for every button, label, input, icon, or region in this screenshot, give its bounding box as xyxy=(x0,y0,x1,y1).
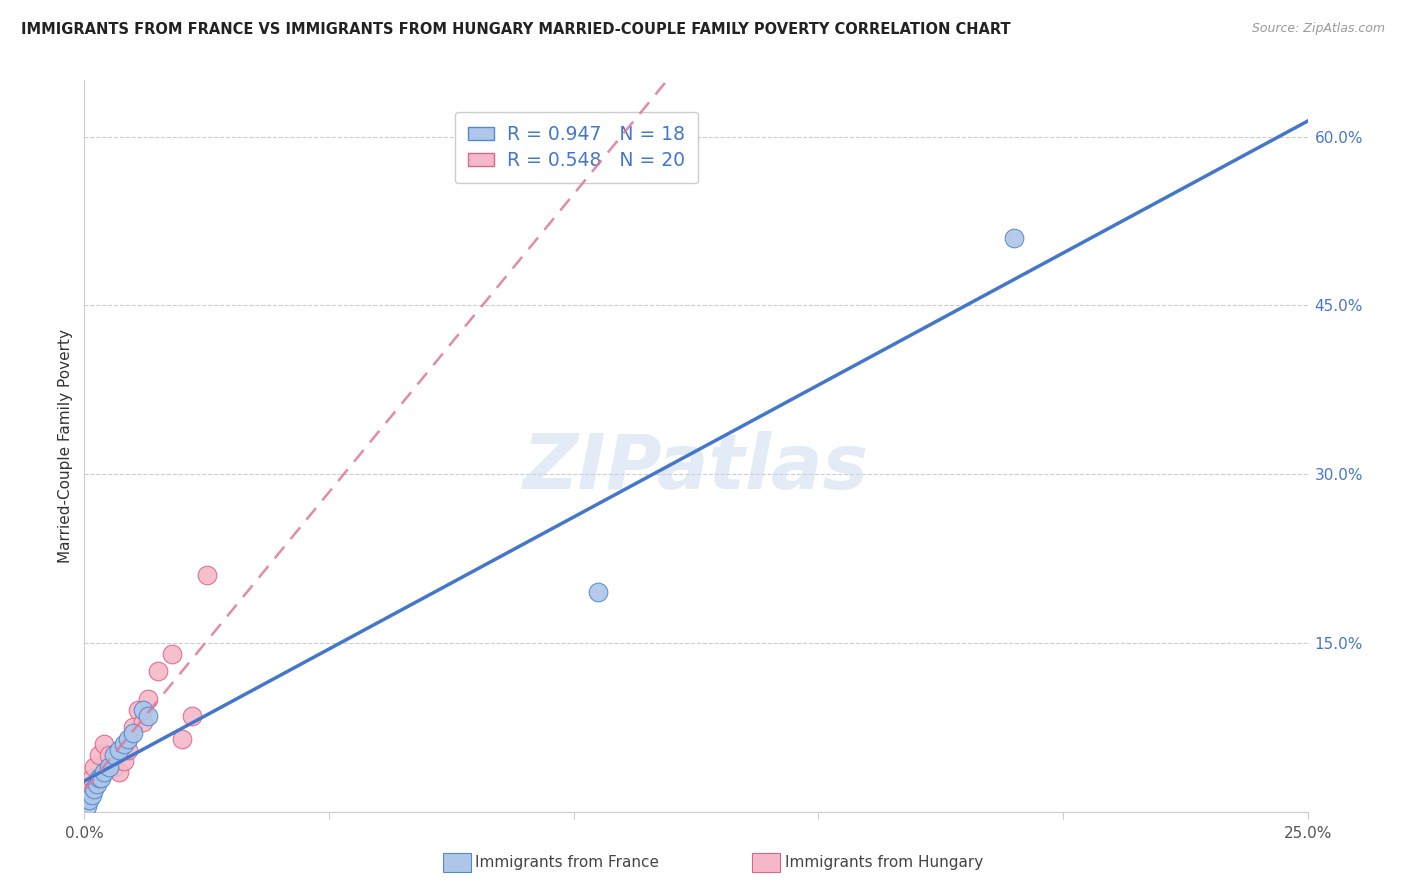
Point xyxy=(93,737,115,751)
Point xyxy=(122,720,145,734)
Point xyxy=(132,714,155,729)
Point xyxy=(127,703,149,717)
Point xyxy=(83,760,105,774)
Point xyxy=(97,748,120,763)
Point xyxy=(136,709,159,723)
Point xyxy=(117,743,139,757)
Point xyxy=(80,771,103,785)
Point xyxy=(97,760,120,774)
Point xyxy=(112,754,135,768)
Point xyxy=(86,776,108,790)
Legend: R = 0.947   N = 18, R = 0.548   N = 20: R = 0.947 N = 18, R = 0.548 N = 20 xyxy=(454,112,699,184)
Text: Source: ZipAtlas.com: Source: ZipAtlas.com xyxy=(1251,22,1385,36)
Point xyxy=(77,782,100,797)
Point xyxy=(122,726,145,740)
Y-axis label: Married-Couple Family Poverty: Married-Couple Family Poverty xyxy=(58,329,73,563)
Point xyxy=(132,703,155,717)
Point xyxy=(172,731,194,746)
Point xyxy=(162,647,184,661)
Text: ZIPatlas: ZIPatlas xyxy=(523,431,869,505)
Point xyxy=(146,664,169,678)
Point xyxy=(87,748,110,763)
Text: Immigrants from France: Immigrants from France xyxy=(475,855,659,870)
Point xyxy=(76,799,98,814)
Point xyxy=(136,692,159,706)
FancyBboxPatch shape xyxy=(752,853,780,872)
Point xyxy=(93,765,115,780)
Point xyxy=(76,793,98,807)
Point xyxy=(103,760,125,774)
Point xyxy=(87,771,110,785)
Point xyxy=(107,743,129,757)
Point xyxy=(117,731,139,746)
Point xyxy=(80,788,103,802)
Point xyxy=(77,793,100,807)
Point xyxy=(83,782,105,797)
FancyBboxPatch shape xyxy=(443,853,471,872)
Point xyxy=(195,568,218,582)
Text: Immigrants from Hungary: Immigrants from Hungary xyxy=(785,855,983,870)
Point xyxy=(1002,231,1025,245)
Point xyxy=(181,709,204,723)
Point xyxy=(112,737,135,751)
Text: IMMIGRANTS FROM FRANCE VS IMMIGRANTS FROM HUNGARY MARRIED-COUPLE FAMILY POVERTY : IMMIGRANTS FROM FRANCE VS IMMIGRANTS FRO… xyxy=(21,22,1011,37)
Point xyxy=(586,585,609,599)
Point xyxy=(90,771,112,785)
Point xyxy=(107,765,129,780)
Point xyxy=(103,748,125,763)
